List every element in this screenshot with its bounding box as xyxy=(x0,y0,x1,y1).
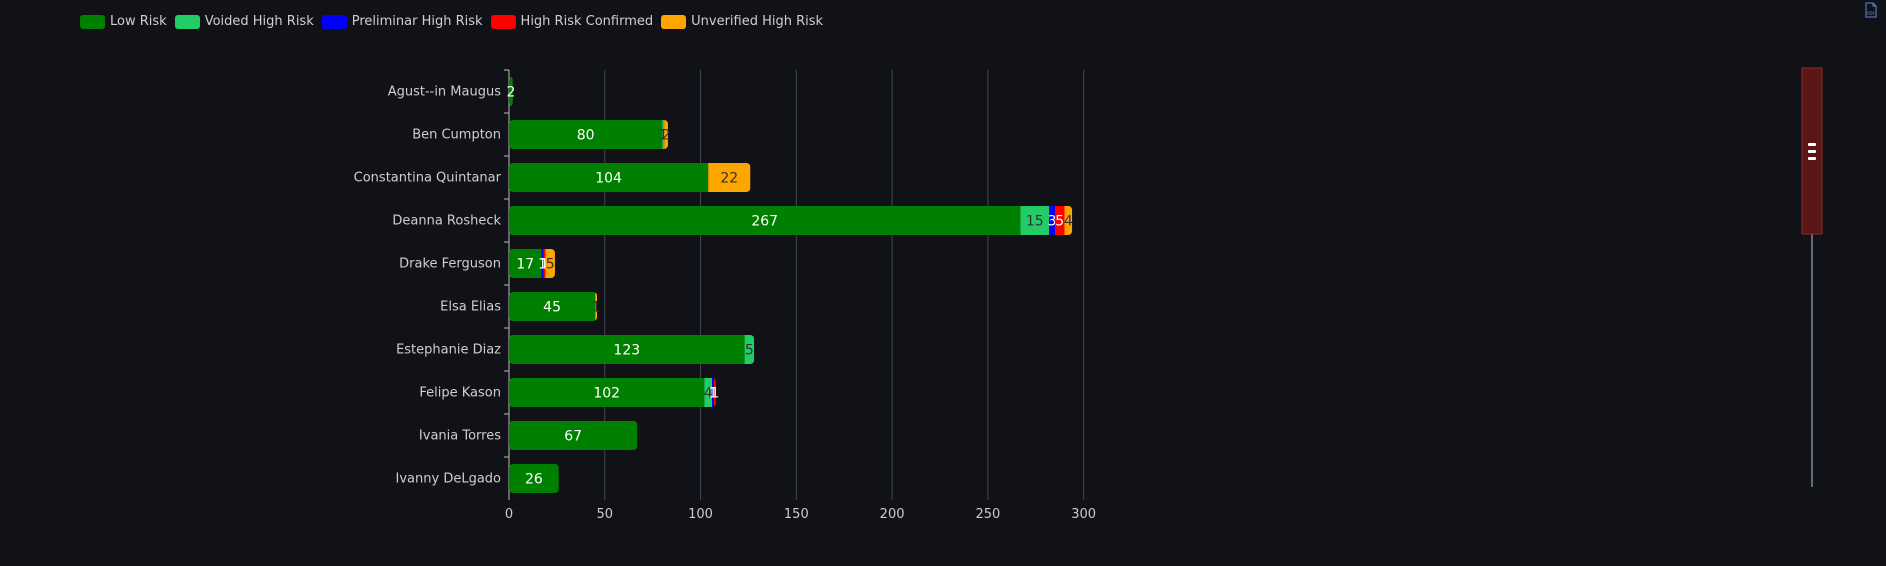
data-label: 15 xyxy=(1026,214,1044,230)
bar-segment[interactable] xyxy=(1064,206,1073,235)
y-tick-label: Elsa Elias xyxy=(440,300,501,315)
y-tick-label: Ivanny DeLgado xyxy=(396,472,502,487)
bar-segment[interactable] xyxy=(545,249,555,278)
x-tick-label: 0 xyxy=(505,507,513,522)
scroll-handle-icon[interactable] xyxy=(1808,157,1816,160)
y-tick-label: Deanna Rosheck xyxy=(392,214,501,229)
x-tick-label: 250 xyxy=(975,507,1000,522)
y-tick-label: Ivania Torres xyxy=(419,429,501,444)
legend-swatch xyxy=(174,14,200,29)
bar-segment[interactable] xyxy=(509,206,1021,235)
legend-item[interactable]: Low Risk xyxy=(80,14,167,29)
data-label: 45 xyxy=(543,300,561,316)
bar-segment[interactable] xyxy=(509,120,663,149)
bar-segment[interactable] xyxy=(509,292,596,321)
bar-segment[interactable] xyxy=(744,335,755,364)
bar-segment[interactable] xyxy=(1049,206,1055,235)
y-tick-label: Ben Cumpton xyxy=(412,128,501,143)
x-tick-label: 150 xyxy=(784,507,809,522)
scroll-handle-icon[interactable] xyxy=(1808,150,1816,153)
data-label: 3 xyxy=(1048,214,1057,230)
data-label: 267 xyxy=(751,214,778,230)
bar-segment[interactable] xyxy=(509,77,513,106)
data-label: 17 xyxy=(516,257,534,273)
bar-segment[interactable] xyxy=(1054,206,1065,235)
x-tick-label: 50 xyxy=(597,507,614,522)
legend-label: Unverified High Risk xyxy=(691,14,824,29)
data-label: 5 xyxy=(1055,214,1064,230)
bar-segment[interactable] xyxy=(595,292,598,321)
data-label: 80 xyxy=(577,128,595,144)
x-tick-label: 100 xyxy=(688,507,713,522)
bar-segment[interactable] xyxy=(509,163,709,192)
y-tick-label: Drake Ferguson xyxy=(399,257,501,272)
legend-label: Preliminar High Risk xyxy=(351,14,483,29)
legend-label: High Risk Confirmed xyxy=(520,14,654,29)
bar-segment[interactable] xyxy=(704,378,713,407)
legend-label: Low Risk xyxy=(110,14,167,29)
bar-segment[interactable] xyxy=(713,378,716,407)
data-label: 1 xyxy=(709,386,718,402)
bar-segment[interactable] xyxy=(664,120,668,149)
svg-text:PDF: PDF xyxy=(1867,11,1875,16)
legend-swatch xyxy=(80,14,105,29)
pdf-export-icon[interactable]: PDF xyxy=(1864,2,1878,18)
bar-segment[interactable] xyxy=(509,335,745,364)
legend-swatch xyxy=(661,14,687,29)
bar-segment[interactable] xyxy=(712,378,714,407)
data-label: 123 xyxy=(613,343,640,359)
bar-segment[interactable] xyxy=(541,249,544,278)
bar-segment[interactable] xyxy=(662,120,665,149)
data-label: 4 xyxy=(704,386,713,402)
legend-item[interactable]: Unverified High Risk xyxy=(661,14,823,29)
data-label: 2 xyxy=(506,85,515,101)
y-tick-label: Felipe Kason xyxy=(419,386,501,401)
legend-item[interactable]: High Risk Confirmed xyxy=(490,14,654,29)
bar-segment[interactable] xyxy=(509,249,542,278)
bar-segment[interactable] xyxy=(509,378,705,407)
data-label: 1 xyxy=(659,128,668,144)
data-label: 67 xyxy=(564,429,582,445)
data-label: 1 xyxy=(710,386,719,402)
data-label: 104 xyxy=(595,171,622,187)
legend-label: Voided High Risk xyxy=(204,14,314,29)
x-tick-label: 200 xyxy=(880,507,905,522)
data-label: 4 xyxy=(1064,214,1073,230)
data-label: 1 xyxy=(592,300,601,316)
legend-item[interactable]: Preliminar High Risk xyxy=(321,14,483,29)
data-label: 22 xyxy=(720,171,738,187)
data-label: 1 xyxy=(538,257,547,273)
legend-swatch xyxy=(321,14,347,29)
bar-segment[interactable] xyxy=(543,249,546,278)
data-label: 5 xyxy=(745,343,754,359)
bar-segment[interactable] xyxy=(509,464,559,493)
data-label: 102 xyxy=(593,386,620,402)
data-label: 2 xyxy=(662,128,671,144)
scroll-handle-icon[interactable] xyxy=(1808,143,1816,146)
y-tick-label: Agust--in Maugus xyxy=(388,85,502,100)
bar-segment[interactable] xyxy=(708,163,751,192)
bar-segment[interactable] xyxy=(509,421,638,450)
chart-legend: Low Risk Voided High Risk Preliminar High … xyxy=(80,14,823,29)
data-label: 1 xyxy=(540,257,549,273)
data-label: 5 xyxy=(546,257,555,273)
legend-item[interactable]: Voided High Risk xyxy=(174,14,314,29)
x-tick-label: 300 xyxy=(1071,507,1096,522)
data-label: 26 xyxy=(525,472,543,488)
bar-segment[interactable] xyxy=(1020,206,1050,235)
legend-swatch xyxy=(490,14,516,29)
y-tick-label: Constantina Quintanar xyxy=(354,171,502,186)
y-tick-label: Estephanie Diaz xyxy=(396,343,501,358)
